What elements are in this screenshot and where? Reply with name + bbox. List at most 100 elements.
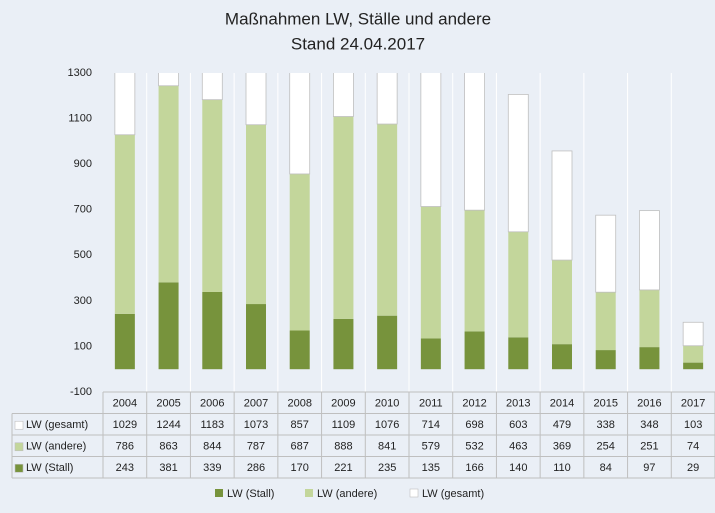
table-cell: 844: [203, 441, 221, 453]
table-cell: 1029: [113, 419, 137, 431]
bar-segment: [202, 291, 223, 370]
bar-segment: [595, 292, 616, 351]
bar-segment: [508, 337, 529, 370]
table-cell: 103: [684, 419, 702, 431]
table-row-label: LW (Stall): [26, 462, 73, 474]
bar-segment: [464, 73, 485, 211]
table-cell: 348: [640, 419, 658, 431]
table-cell: 579: [422, 441, 440, 453]
bar-segment: [683, 362, 704, 370]
bar-segment: [114, 134, 135, 314]
bar-segment: [595, 214, 617, 293]
legend-key: [409, 488, 419, 498]
bar-segment: [289, 73, 311, 175]
table-cell: 339: [203, 462, 221, 474]
table-key: [14, 463, 24, 473]
table-cell: 698: [465, 419, 483, 431]
bar-segment: [420, 73, 442, 207]
x-tick-label: 2009: [331, 398, 355, 410]
x-tick-label: 2012: [462, 398, 486, 410]
table-cell: 140: [509, 462, 527, 474]
table-cell: 687: [291, 441, 309, 453]
bar-segment: [639, 347, 660, 370]
bar-segment: [289, 173, 310, 331]
legend-label: LW (Stall): [227, 488, 274, 500]
table-cell: 84: [600, 462, 612, 474]
bar-segment: [420, 338, 441, 370]
bar-segment: [682, 321, 704, 347]
y-tick-label: 700: [74, 204, 92, 216]
bar-segment: [333, 318, 354, 370]
table-cell: 251: [640, 441, 658, 453]
table-cell: 857: [291, 419, 309, 431]
table-cell: 97: [643, 462, 655, 474]
x-tick-label: 2006: [200, 398, 224, 410]
x-tick-label: 2015: [593, 398, 617, 410]
table-cell: 286: [247, 462, 265, 474]
bar-segment: [246, 304, 266, 370]
bar-segment: [246, 124, 266, 305]
table-cell: 135: [422, 462, 440, 474]
x-tick-label: 2011: [419, 398, 443, 410]
bar-segment: [464, 210, 485, 332]
table-cell: 170: [291, 462, 309, 474]
bar-segment: [377, 315, 398, 370]
bar-segment: [639, 289, 660, 348]
bar-segment: [245, 73, 267, 126]
table-cell: 369: [553, 441, 571, 453]
table-cell: 338: [597, 419, 615, 431]
bar-segment: [114, 73, 136, 136]
bar-segment: [289, 330, 310, 370]
x-tick-label: 2014: [550, 398, 574, 410]
y-tick-label: 1300: [68, 67, 92, 79]
table-cell: 74: [687, 441, 699, 453]
bar-segment: [333, 116, 354, 319]
bar-segment: [376, 73, 398, 125]
legend-key: [215, 489, 223, 497]
table-key: [14, 420, 24, 430]
chart-title: Maßnahmen LW, Ställe und andere: [225, 9, 491, 28]
plot-area: [114, 73, 704, 370]
bar-segment: [158, 73, 179, 87]
bar-segment: [508, 231, 529, 338]
table-cell: 1183: [200, 419, 224, 431]
table-cell: 532: [465, 441, 483, 453]
bar-segment: [201, 73, 223, 101]
table-cell: 786: [116, 441, 134, 453]
x-tick-label: 2007: [244, 398, 268, 410]
table-cell: 787: [247, 441, 265, 453]
table-cell: 841: [378, 441, 396, 453]
table-cell: 166: [465, 462, 483, 474]
bar-segment: [377, 124, 398, 316]
bar-segment: [464, 331, 485, 370]
bar-segment: [507, 94, 529, 233]
x-tick-label: 2010: [375, 398, 399, 410]
bar-segment: [158, 85, 179, 283]
x-tick-label: 2016: [637, 398, 661, 410]
bar-segment: [639, 210, 660, 291]
x-tick-label: 2005: [156, 398, 180, 410]
y-tick-label: 500: [74, 249, 92, 261]
y-tick-label: 100: [74, 340, 92, 352]
bar-segment: [158, 282, 179, 370]
table-key: [14, 442, 24, 452]
bar-segment: [552, 260, 572, 345]
table-cell: 254: [597, 441, 615, 453]
bar-segment: [202, 99, 223, 292]
table-cell: 1073: [244, 419, 268, 431]
table-cell: 1109: [332, 419, 356, 431]
table-cell: 381: [159, 462, 177, 474]
y-tick-label: 900: [74, 158, 92, 170]
bar-segment: [683, 345, 704, 363]
table-cell: 479: [553, 419, 571, 431]
table-cell: 714: [422, 419, 440, 431]
legend-key: [305, 489, 313, 497]
table-row-label: LW (gesamt): [26, 419, 88, 431]
chart-subtitle: Stand 24.04.2017: [291, 34, 425, 53]
table-row-label: LW (andere): [26, 441, 86, 453]
table-cell: 1244: [156, 419, 180, 431]
table-cell: 1076: [375, 419, 399, 431]
table-cell: 110: [553, 462, 571, 474]
x-tick-label: 2017: [681, 398, 705, 410]
